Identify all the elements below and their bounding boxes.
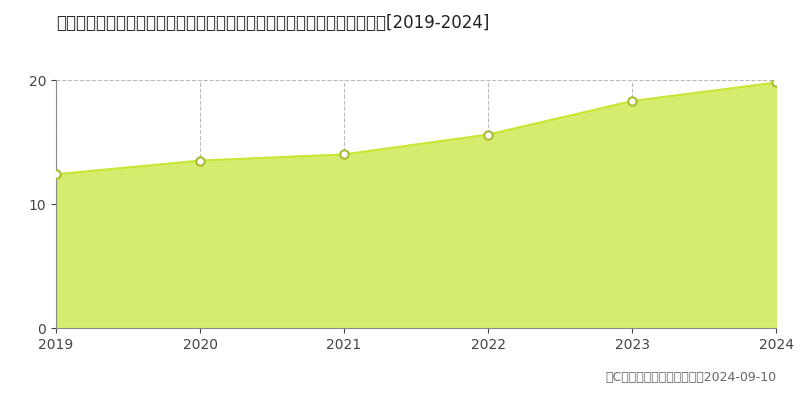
Text: 宮城県黒川郡大和町吉岡まほろば２丁目１７番１３　地価公示　地価推移[2019-2024]: 宮城県黒川郡大和町吉岡まほろば２丁目１７番１３ 地価公示 地価推移[2019-2… xyxy=(56,14,490,32)
Text: （C）土地価格ドットコム　2024-09-10: （C）土地価格ドットコム 2024-09-10 xyxy=(605,371,776,384)
